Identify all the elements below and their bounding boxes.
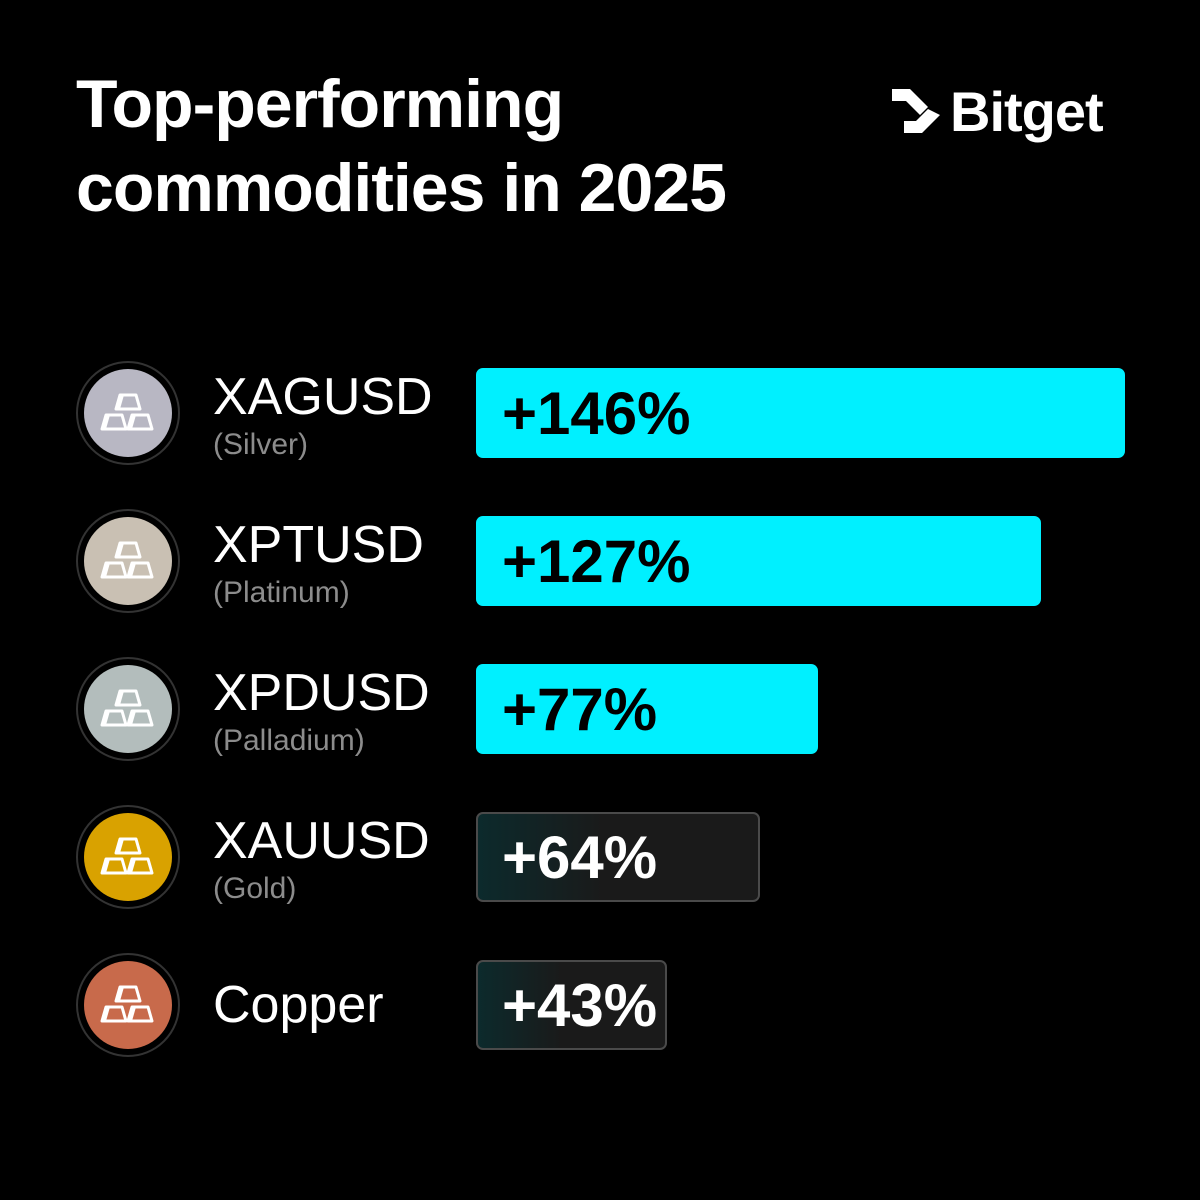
icon-fill bbox=[84, 961, 172, 1049]
bar bbox=[476, 664, 819, 754]
value-label: +77% bbox=[502, 676, 658, 743]
row: XAUUSD (Gold) +64% bbox=[0, 802, 1200, 912]
row: XAGUSD (Silver) +146% bbox=[0, 358, 1200, 468]
icon bbox=[76, 805, 180, 909]
brand-logo: Bitget bbox=[888, 76, 1104, 146]
category-label: Copper bbox=[213, 976, 384, 1034]
icon bbox=[76, 953, 180, 1057]
category-label: XPDUSD bbox=[213, 664, 430, 722]
category-label: XAGUSD bbox=[213, 368, 433, 426]
icon bbox=[76, 657, 180, 761]
category-sublabel: (Palladium) bbox=[213, 724, 365, 757]
value-label: +127% bbox=[502, 528, 691, 595]
icon-fill bbox=[84, 665, 172, 753]
row: XPDUSD (Palladium) +77% bbox=[0, 654, 1200, 764]
icon-fill bbox=[84, 813, 172, 901]
value-label: +43% bbox=[502, 972, 658, 1039]
chart-title: Top-performing commodities in 2025 bbox=[76, 66, 727, 226]
category-sublabel: (Silver) bbox=[213, 428, 308, 461]
icon bbox=[76, 509, 180, 613]
brand-name: Bitget bbox=[950, 79, 1104, 143]
icon bbox=[76, 361, 180, 465]
value-label: +64% bbox=[502, 824, 658, 891]
brand-icon bbox=[892, 89, 940, 133]
bar bbox=[476, 516, 1041, 606]
bar bbox=[476, 368, 1125, 458]
row: XPTUSD (Platinum) +127% bbox=[0, 506, 1200, 616]
bar bbox=[476, 812, 761, 902]
icon-fill bbox=[84, 369, 172, 457]
category-label: XAUUSD bbox=[213, 812, 430, 870]
bar bbox=[476, 960, 668, 1050]
icon-fill bbox=[84, 517, 172, 605]
value-label: +146% bbox=[502, 380, 691, 447]
category-label: XPTUSD bbox=[213, 516, 424, 574]
category-sublabel: (Platinum) bbox=[213, 576, 350, 609]
category-sublabel: (Gold) bbox=[213, 872, 297, 905]
row: Copper +43% bbox=[0, 950, 1200, 1060]
